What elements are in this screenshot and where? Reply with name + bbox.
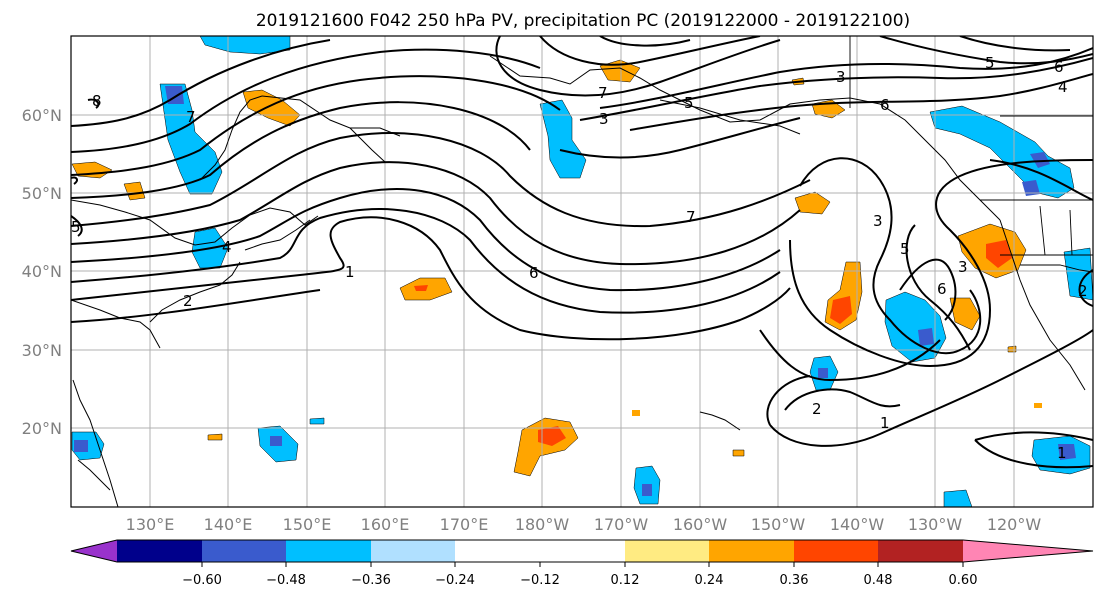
colorbar-tick-label: −0.36: [351, 573, 391, 588]
contour-label: 3: [599, 110, 609, 128]
map-frame: [70, 35, 1094, 508]
contour-label: 7: [186, 108, 196, 126]
contour-label: 7: [598, 84, 608, 102]
lon-axis: 130°E 140°E 150°E 160°E 170°E 180°W 170°…: [126, 515, 1042, 534]
colorbar-tick-label: 0.36: [780, 573, 809, 588]
colorbar-tick-label: 0.48: [864, 573, 893, 588]
lon-tick-label: 160°W: [673, 515, 728, 534]
lon-tick-label: 170°W: [594, 515, 649, 534]
contour-label: 1: [345, 263, 355, 281]
contour-label: 1: [880, 414, 890, 432]
lon-tick-label: 180°W: [515, 515, 570, 534]
lat-tick-label: 20°N: [22, 419, 62, 438]
contour-label: 6: [529, 264, 539, 282]
colorbar-segment: [794, 540, 878, 562]
lat-tick-label: 40°N: [22, 262, 62, 281]
lon-tick-label: 160°E: [361, 515, 410, 534]
lat-axis: 60°N 50°N 40°N 30°N 20°N: [22, 106, 62, 438]
contour-label: 5: [900, 240, 910, 258]
colorbar-tick-label: 0.24: [695, 573, 724, 588]
contour-label: 2: [1078, 282, 1088, 300]
lon-tick-label: 130°E: [126, 515, 175, 534]
contour-label: 3: [958, 258, 968, 276]
contour-label: 5: [684, 94, 694, 112]
contour-label: 6: [880, 96, 890, 114]
colorbar-tick-label: 0.12: [611, 573, 640, 588]
borders: [849, 36, 1093, 273]
contour-label: 8: [92, 92, 102, 110]
lat-tick-label: 50°N: [22, 184, 62, 203]
contour-label: 6: [1054, 58, 1064, 76]
lon-tick-label: 140°W: [830, 515, 885, 534]
contour-label: 2: [183, 292, 193, 310]
colorbar-outline: [70, 539, 1094, 563]
precip-positive-shading: [71, 59, 1042, 477]
colorbar-extend-low: [71, 540, 117, 562]
contour-label: 7: [686, 208, 696, 226]
colorbar-segment: [878, 540, 963, 562]
colorbar-tick-label: −0.24: [435, 573, 475, 588]
contour-label: 4: [222, 238, 232, 256]
colorbar-segment: [625, 540, 709, 562]
colorbar-segment: [286, 540, 371, 562]
precip-negative-shading: [71, 36, 1093, 507]
lon-tick-label: 170°E: [440, 515, 489, 534]
lon-tick-label: 130°W: [908, 515, 963, 534]
colorbar-segment: [709, 540, 794, 562]
pv-contours: [71, 36, 1093, 469]
colorbar-extend-high: [963, 540, 1093, 562]
colorbar-segment: [117, 540, 202, 562]
lon-tick-label: 120°W: [987, 515, 1042, 534]
figure-title: 2019121600 F042 250 hPa PV, precipitatio…: [256, 11, 910, 31]
lat-tick-label: 60°N: [22, 106, 62, 125]
colorbar-segment: [540, 540, 625, 562]
contour-label: 1: [1057, 444, 1067, 462]
colorbar-tick-label: 0.60: [949, 573, 978, 588]
colorbar-segment: [455, 540, 540, 562]
contour-label: 3: [836, 68, 846, 86]
colorbar-segment: [202, 540, 286, 562]
contour-label: 5: [985, 54, 995, 72]
contour-label: 3: [873, 212, 883, 230]
contour-label: 6: [937, 280, 947, 298]
lon-tick-label: 150°E: [283, 515, 332, 534]
contour-labels: 1 1 1 2 2 2 3 3 3 3 4 4 5 5 5 5 6 6 6 6 …: [71, 54, 1088, 462]
lat-tick-label: 30°N: [22, 341, 62, 360]
contour-label: 4: [1058, 78, 1068, 96]
colorbar-tick-label: −0.60: [182, 573, 222, 588]
colorbar-tick-label: −0.12: [520, 573, 560, 588]
colorbar-tick-label: −0.48: [266, 573, 306, 588]
coastlines: [71, 55, 1086, 507]
lon-tick-label: 140°E: [204, 515, 253, 534]
colorbar-segment: [371, 540, 455, 562]
lon-tick-label: 150°W: [751, 515, 806, 534]
graticule: [71, 36, 1093, 507]
contour-label: 5: [71, 218, 81, 236]
map-area: 1 1 1 2 2 2 3 3 3 3 4 4 5 5 5 5 6 6 6 6 …: [71, 36, 1093, 507]
colorbar: −0.60 −0.48 −0.36 −0.24 −0.12 0.12 0.24 …: [70, 539, 1094, 588]
contour-label: 2: [812, 400, 822, 418]
